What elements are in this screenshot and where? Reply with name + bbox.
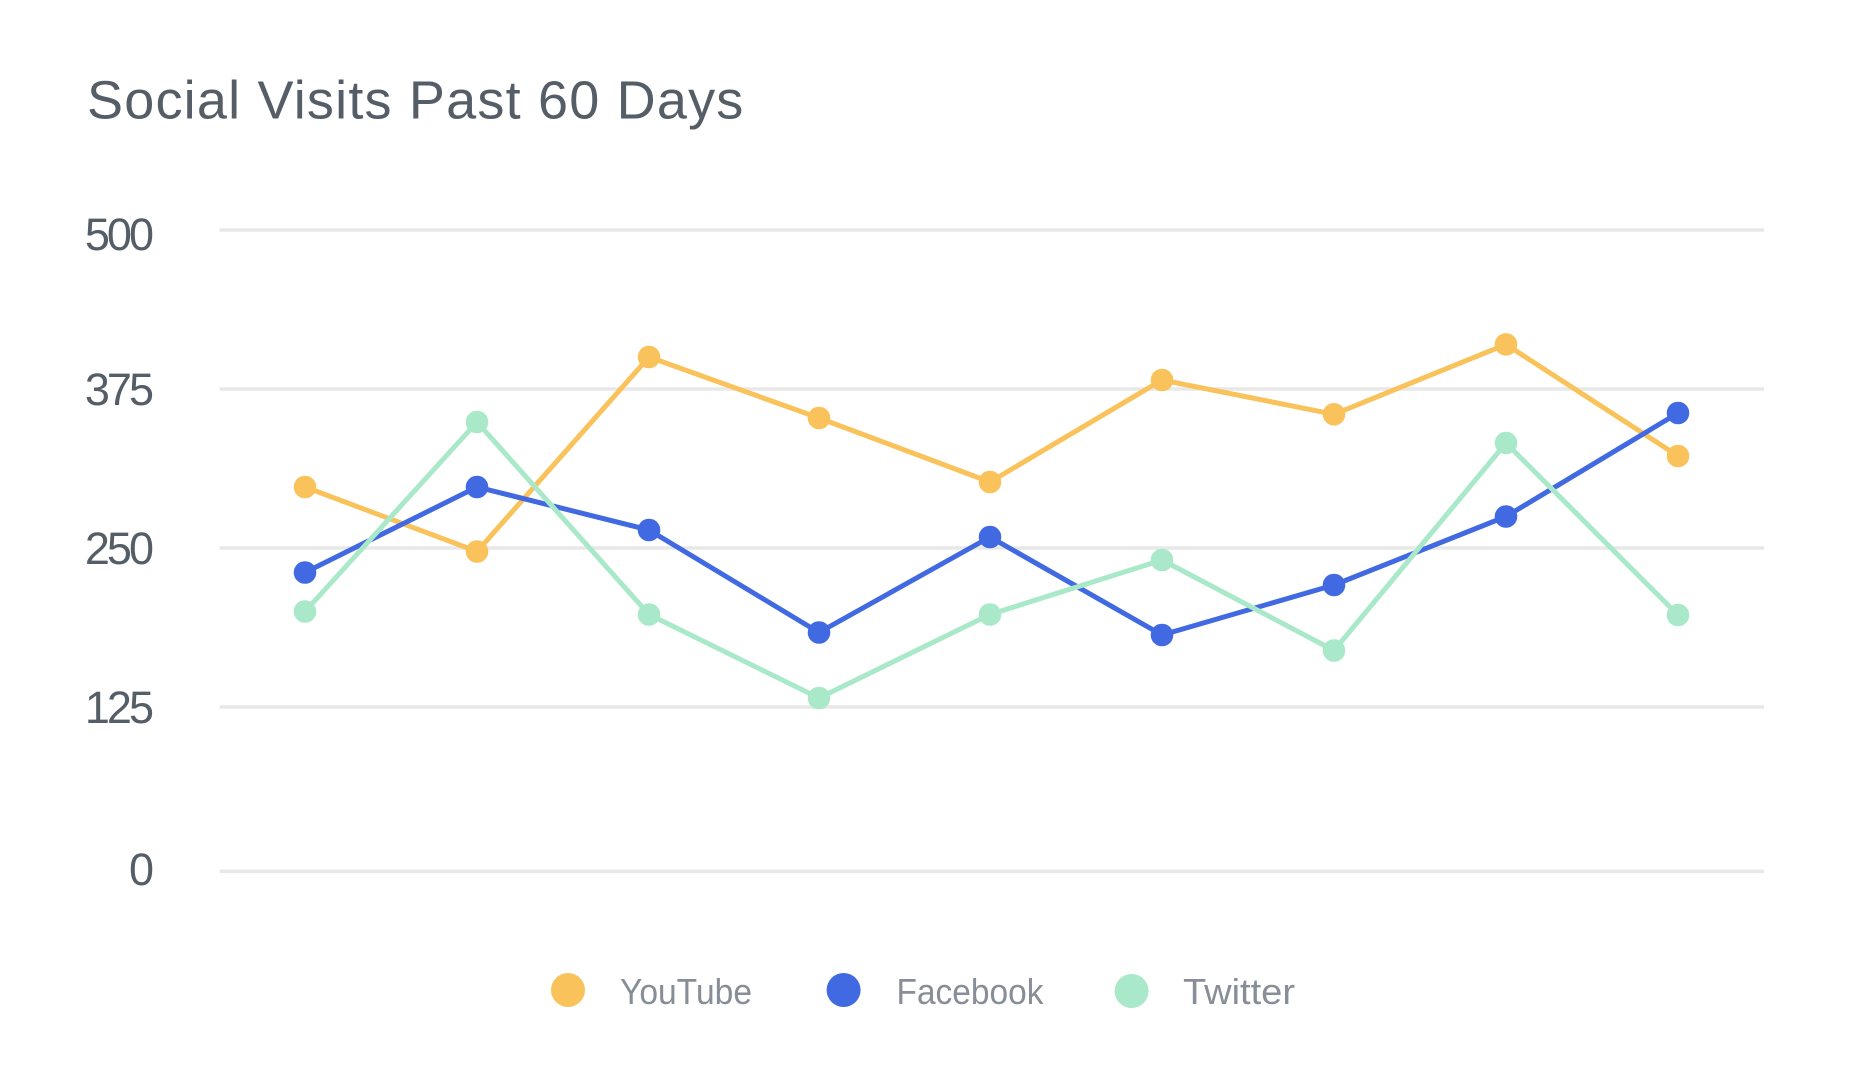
svg-text:Facebook: Facebook [897, 971, 1045, 1012]
svg-text:250: 250 [85, 523, 153, 574]
svg-text:YouTube: YouTube [620, 971, 752, 1012]
svg-text:125: 125 [85, 682, 153, 733]
svg-text:500: 500 [85, 209, 153, 260]
svg-text:375: 375 [85, 364, 153, 415]
svg-text:Social Visits Past 60 Days: Social Visits Past 60 Days [87, 71, 744, 131]
svg-text:Twitter: Twitter [1183, 971, 1295, 1012]
svg-text:0: 0 [129, 844, 153, 895]
